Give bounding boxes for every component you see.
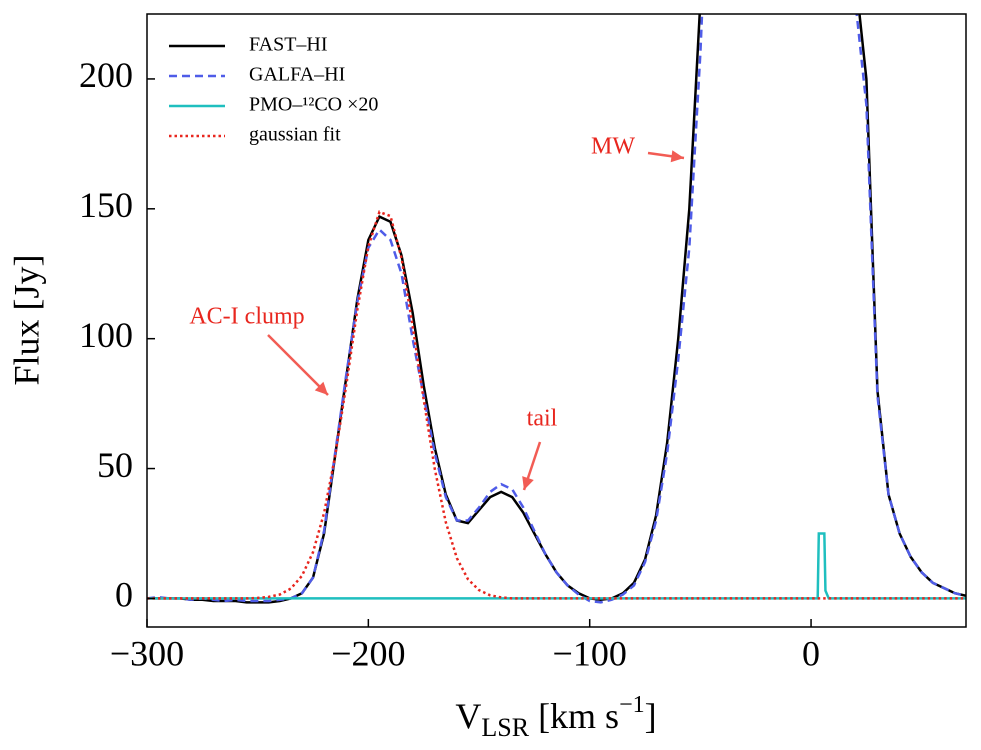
y-tick-label: 100	[79, 315, 133, 355]
annotation-arrow	[267, 334, 329, 396]
x-axis-label: VLSR [km s−1]	[455, 692, 656, 742]
annotation-arrowhead	[522, 476, 534, 490]
plot-frame	[146, 13, 967, 628]
annotation: tail	[527, 406, 558, 432]
y-tick-label: 0	[115, 575, 133, 615]
annotation-arrowhead	[670, 150, 684, 163]
annotation-arrowhead	[314, 381, 328, 395]
series-line	[147, 210, 966, 600]
x-tick-label: −200	[331, 633, 405, 673]
series-line	[147, 14, 966, 604]
y-tick-label: 200	[79, 55, 133, 95]
legend-label: FAST–HI	[249, 34, 328, 56]
annotation: AC-I clump	[189, 304, 304, 330]
x-tick-label: −100	[553, 633, 627, 673]
x-tick-label: −300	[110, 633, 184, 673]
annotation: MW	[591, 134, 635, 160]
x-tick-label: 0	[802, 633, 820, 673]
legend-label: PMO–¹²CO ×20	[249, 94, 378, 116]
y-tick-label: 150	[79, 185, 133, 225]
y-tick-label: 50	[97, 445, 133, 485]
legend-label: GALFA–HI	[249, 64, 345, 86]
plot-area	[147, 14, 966, 604]
y-axis-label: Flux [Jy]	[6, 254, 46, 385]
series-line	[147, 14, 966, 604]
legend-label: gaussian fit	[249, 124, 341, 146]
series-line	[147, 532, 966, 600]
